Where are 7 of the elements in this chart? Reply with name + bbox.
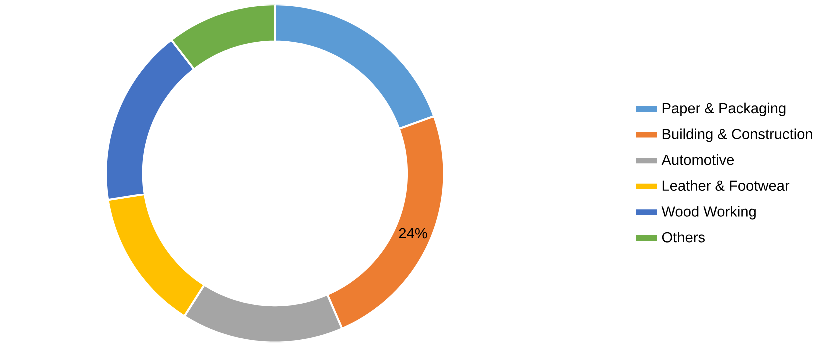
data-label: 24%	[399, 228, 428, 239]
legend-label: Wood Working	[662, 206, 756, 220]
legend-label: Paper & Packaging	[662, 102, 786, 116]
legend-label: Leather & Footwear	[662, 180, 790, 192]
legend-label: Automotive	[662, 154, 734, 166]
legend-label: Building & Construction	[662, 128, 812, 142]
legend-label: Others	[662, 232, 705, 243]
